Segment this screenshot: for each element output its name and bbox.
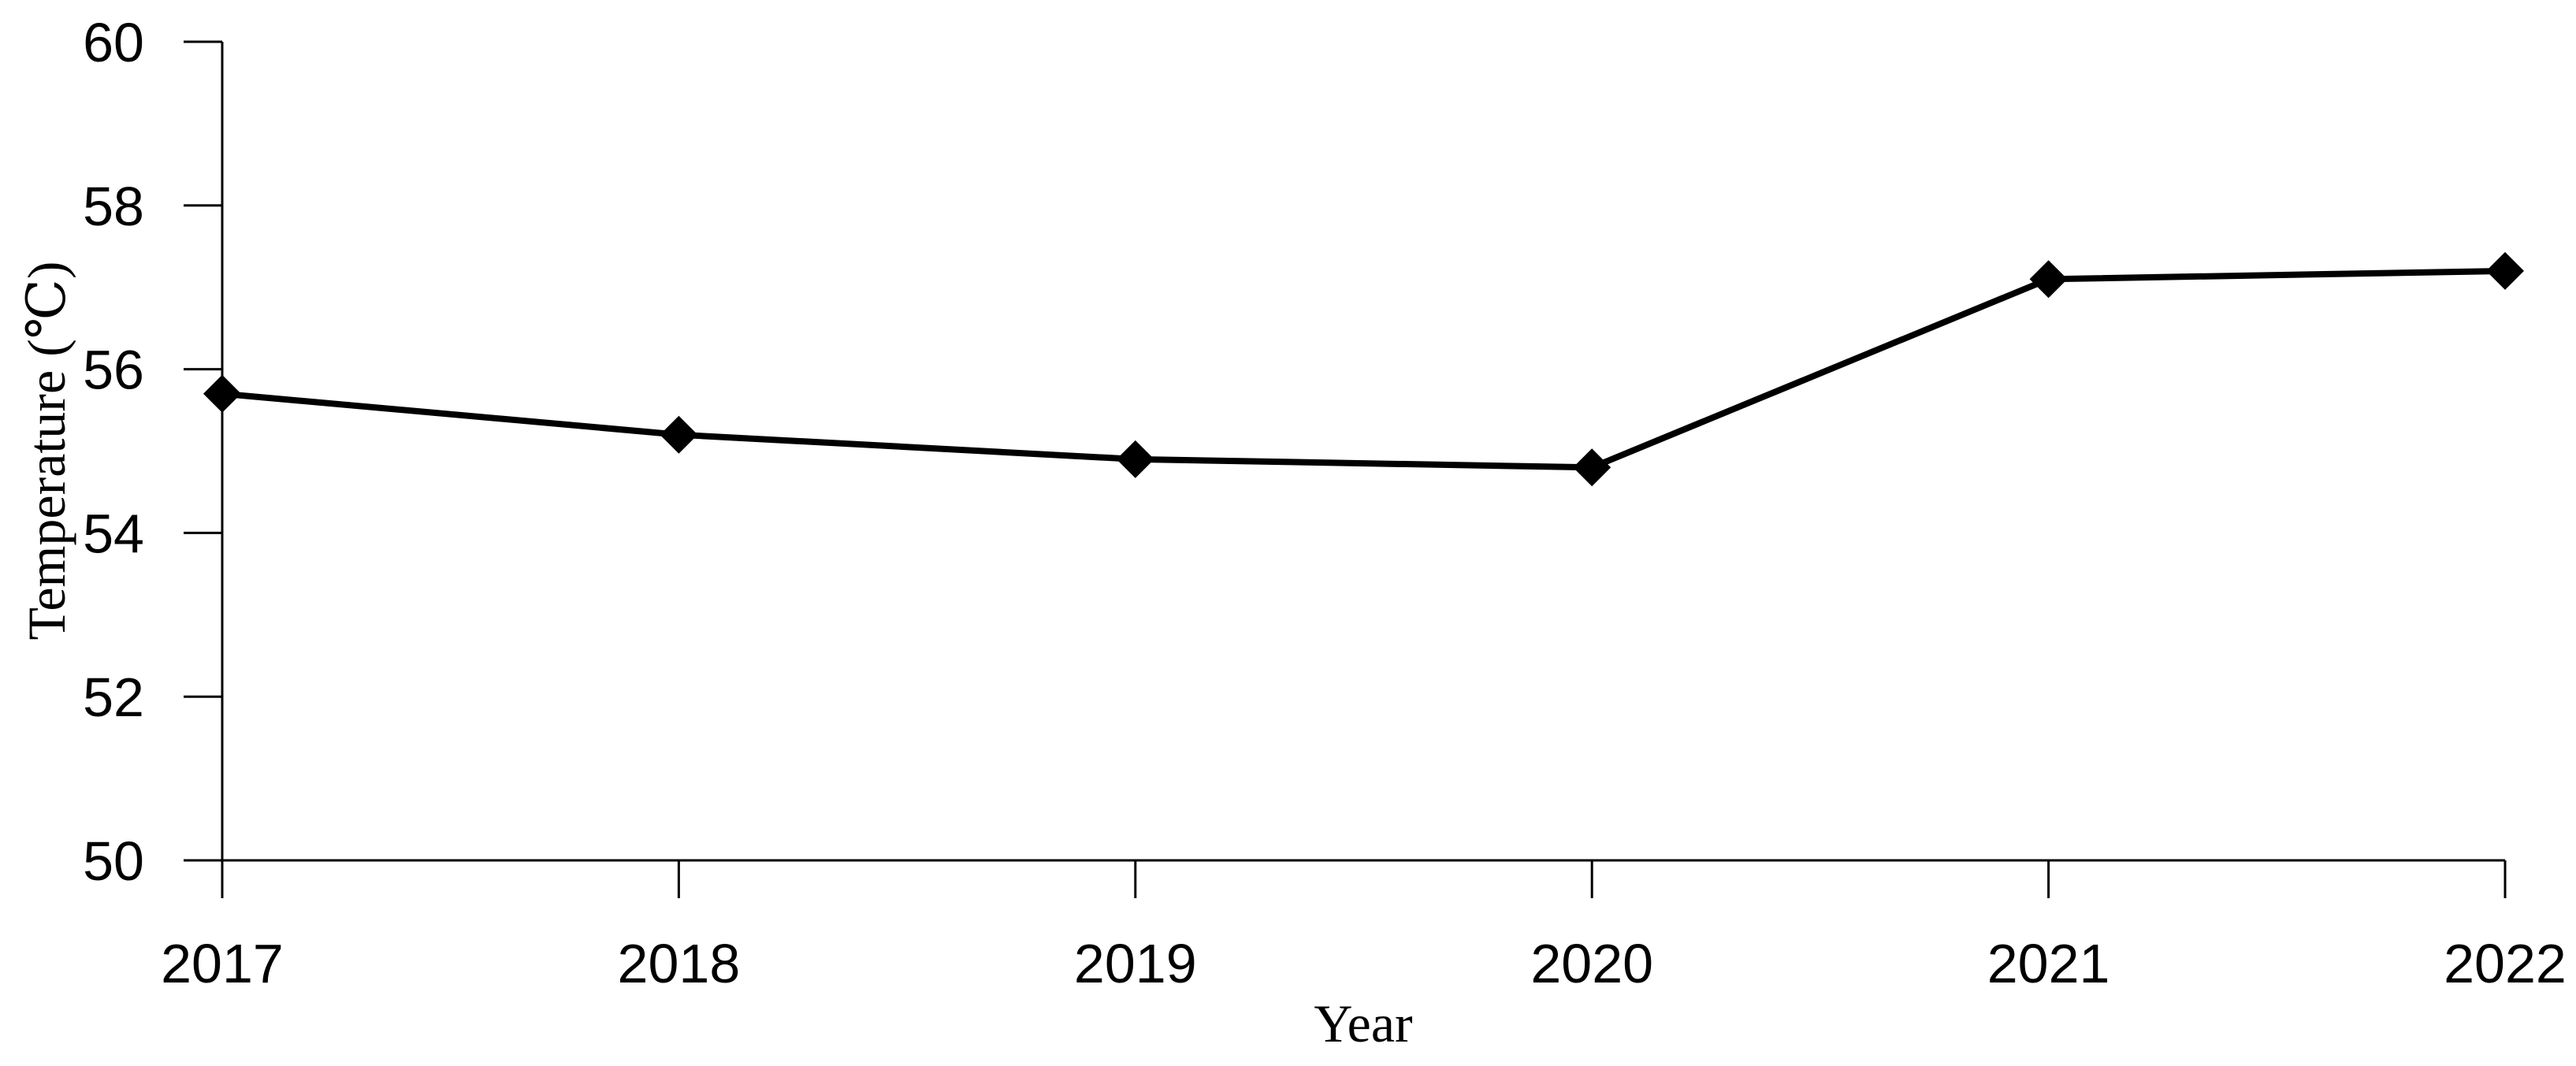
y-tick-label: 56 [83, 340, 144, 401]
data-point-marker [2029, 260, 2068, 299]
x-axis-title: Year [1314, 994, 1413, 1053]
x-tick-label: 2017 [161, 933, 284, 994]
y-tick-label: 54 [83, 503, 144, 564]
y-tick-label: 50 [83, 830, 144, 892]
data-point-marker [2486, 251, 2524, 290]
x-tick-label: 2021 [1987, 933, 2110, 994]
y-tick-label: 52 [83, 667, 144, 728]
temperature-trend-line [221, 267, 2506, 471]
series-layer [203, 251, 2524, 487]
y-axis-title: Temperature (℃) [17, 262, 76, 641]
data-point-marker [203, 374, 241, 413]
x-tick-label: 2020 [1530, 933, 1653, 994]
y-tick-label: 60 [83, 12, 144, 73]
x-tick-label: 2019 [1074, 933, 1197, 994]
data-point-marker [1116, 440, 1154, 478]
data-point-marker [660, 415, 698, 454]
x-tick-label: 2022 [2444, 933, 2567, 994]
x-tick-label: 2018 [618, 933, 741, 994]
axes-layer: 50 52 54 56 58 60 2017 2018 2019 2020 2021 2022 [83, 12, 2567, 994]
y-tick-label: 58 [83, 176, 144, 237]
data-point-marker [1573, 448, 1611, 487]
